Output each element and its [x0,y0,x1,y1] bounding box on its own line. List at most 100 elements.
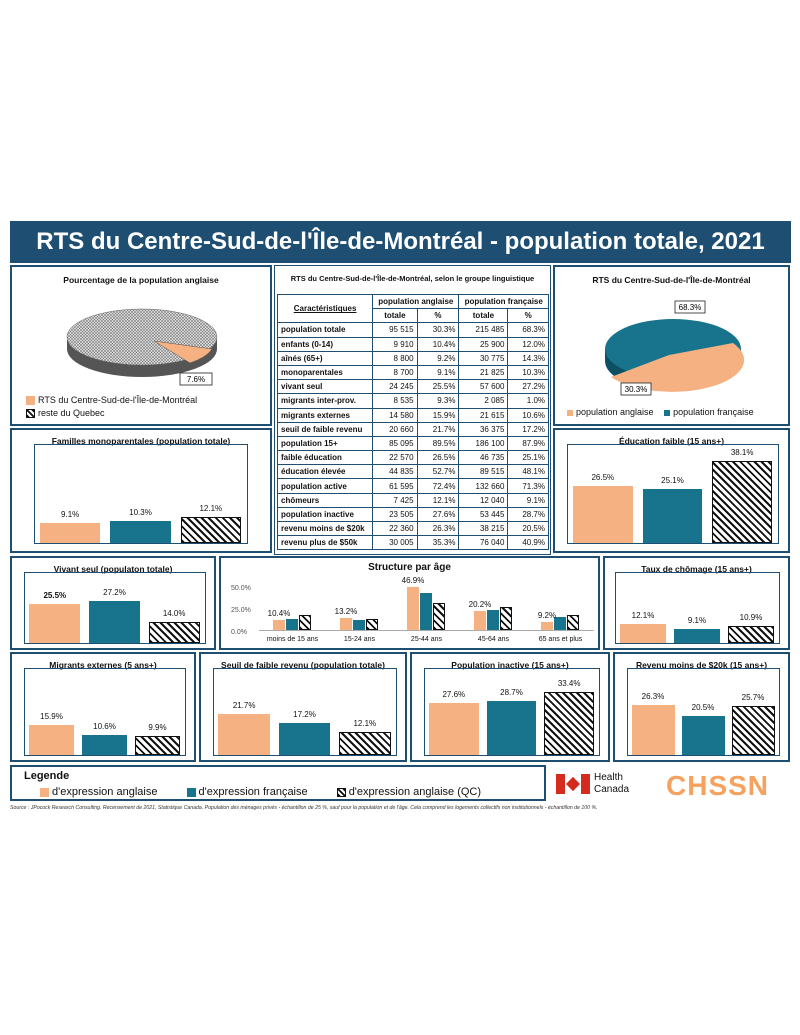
bar-eng [541,621,553,630]
pie-right-label-fra: 68.3% [679,303,702,312]
data-label: 27.6% [442,689,466,699]
subheader-total: totale [458,308,509,324]
bar-fra [681,716,725,755]
legend-eng: d'expression anglaise [52,786,158,798]
table-cell-label: revenu plus de $50k [276,535,374,551]
data-label: 9.1% [61,510,80,520]
structure-age-plot: 10.4% moins de 15 ans 13.2% 15-24 ans 46.9% 2… [259,576,594,643]
table-cell-label: monoparentales [276,364,374,381]
legend-panel: Legende d'expression anglaise d'expressi… [10,765,546,801]
table-cell-fra-n: 76 040 [458,535,509,551]
table-cell-fra-p: 20.5% [507,520,549,537]
bar-fra [673,629,721,643]
table-row: aînés (65+) 8 800 9.2% 30 775 14.3% [276,350,549,366]
bar-qc [366,618,378,630]
table-row: migrants inter-prov. 8 535 9.3% 2 085 1.0% [276,393,549,409]
bar-fra [353,619,365,630]
page-title: RTS du Centre-Sud-de-l'Île-de-Montréal -… [10,221,791,263]
structure-age-title: Structure par âge [368,562,451,573]
bar-fra [278,722,331,755]
bar-fra [88,601,141,643]
data-label: 26.5% [591,472,615,482]
table-cell-fra-n: 21 615 [458,407,509,423]
bar-eng [474,611,486,630]
data-label: 38.1% [730,447,754,457]
chart-title: Seuil de faible revenu (population total… [221,660,385,670]
table-cell-eng-n: 7 425 [372,492,418,508]
chart-title: Population inactive (15 ans+) [451,660,569,670]
ytick-label: 25.0% [231,607,251,614]
pie-right-legend-fra: population française [673,407,754,417]
table-cell-eng-n: 14 580 [372,407,418,423]
data-label: 21.7% [232,701,256,711]
data-table: Caractéristiques population anglaise pop… [276,293,549,551]
bar-qc [148,621,200,643]
table-cell-fra-p: 10.3% [507,364,549,381]
chart-migrants-externes: Migrants externes (5 ans+) 15.9% 10.6% 9.9% [10,652,196,762]
subheader-pct: % [416,308,460,324]
health-canada-text-1: Health [594,772,623,783]
legend-fra: d'expression française [198,786,308,798]
table-row: chômeurs 7 425 12.1% 12 040 9.1% [276,492,549,508]
table-cell-fra-p: 87.9% [507,435,549,452]
table-cell-eng-n: 8 535 [372,393,418,409]
table-cell-fra-p: 9.1% [507,492,549,508]
table-cell-fra-n: 132 660 [458,478,509,494]
table-cell-label: population totale [276,322,374,338]
table-cell-fra-n: 53 445 [458,506,509,523]
table-cell-eng-p: 9.3% [416,393,460,409]
pie-right-legend: population anglaise population française [567,407,754,417]
bar-eng [407,586,419,630]
ytick-label: 50.0% [231,585,251,592]
table-cell-label: migrants inter-prov. [276,393,374,409]
data-label: 25.7% [741,693,765,703]
bar-eng [340,617,352,630]
pie-right-label-eng: 30.3% [625,385,648,394]
table-cell-eng-p: 30.3% [416,322,460,338]
category-label: moins de 15 ans [266,636,319,643]
table-cell-label: éducation élevée [276,464,374,480]
data-label: 25.1% [661,475,684,485]
bar-fra [642,488,703,543]
table-cell-fra-p: 28.7% [507,506,549,523]
health-canada-logo: Health Canada [556,772,646,798]
table-cell-eng-p: 26.3% [416,520,460,537]
bar-qc [731,706,775,755]
table-cell-eng-p: 35.3% [416,535,460,551]
legend-qc: d'expression anglaise (QC) [348,786,482,798]
bar-qc [567,615,579,630]
plot-area: 21.7% 17.2% 12.1% [213,668,397,756]
data-label: 10.9% [739,613,763,623]
data-label: 14.0% [162,608,186,618]
bar-fra [286,618,298,630]
pie-right-chart: 68.3% 30.3% [605,300,745,396]
table-cell-fra-n: 186 100 [458,435,509,452]
table-cell-eng-p: 9.2% [416,350,460,366]
legend-items: d'expression anglaise d'expression franç… [40,786,481,798]
table-cell-eng-p: 89.5% [416,435,460,452]
table-cell-fra-n: 30 775 [458,350,509,366]
bar-eng [631,705,675,755]
bar-qc [500,607,512,630]
plot-area: 12.1% 9.1% 10.9% [615,572,780,644]
table-row: population active 61 595 72.4% 132 660 71.3% [276,478,549,494]
chssn-logo: CHSSN [666,770,770,801]
data-label: 26.3% [641,692,665,702]
table-cell-eng-p: 25.5% [416,379,460,395]
data-label: 12.1% [199,503,223,513]
table-cell-eng-n: 23 505 [372,506,418,523]
bar-fra [487,609,499,630]
table-cell-fra-p: 40.9% [507,535,549,551]
plot-area: 26.3% 20.5% 25.7% [627,668,780,756]
chart-title: Familles monoparentales (population tota… [51,436,231,446]
table-row: revenu plus de $50k 30 005 35.3% 76 040 40.9… [276,535,549,551]
bar-eng [218,714,271,755]
pie-right-panel: RTS du Centre-Sud-de-l'Île-de-Montréal 6… [553,265,790,426]
table-cell-eng-n: 24 245 [372,379,418,395]
bar-fra [554,616,566,630]
table-cell-eng-n: 22 360 [372,520,418,537]
plot-area: 9.1% 10.3% 12.1% [34,444,248,544]
legend-title: Legende [24,770,70,782]
bar-qc [180,516,242,543]
category-label: 15-24 ans [343,636,376,643]
